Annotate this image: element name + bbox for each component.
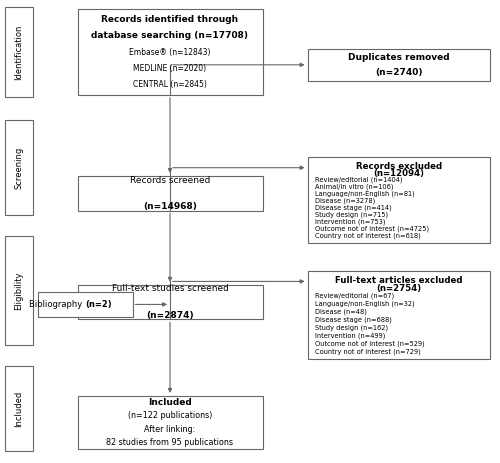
Text: After linking:: After linking: xyxy=(144,425,196,434)
FancyBboxPatch shape xyxy=(5,7,32,97)
Text: Animal/in vitro (n=106): Animal/in vitro (n=106) xyxy=(315,184,394,190)
Text: (n=2874): (n=2874) xyxy=(146,311,194,320)
FancyBboxPatch shape xyxy=(78,285,262,319)
Text: Study design (n=162): Study design (n=162) xyxy=(315,325,388,331)
Text: Study design (n=715): Study design (n=715) xyxy=(315,212,388,219)
Text: Outcome not of interest (n=529): Outcome not of interest (n=529) xyxy=(315,340,424,347)
Text: database searching (n=17708): database searching (n=17708) xyxy=(92,31,248,40)
Text: (n=122 publications): (n=122 publications) xyxy=(128,411,212,420)
Text: Bibliography: Bibliography xyxy=(29,300,85,309)
Text: Language/non-English (n=81): Language/non-English (n=81) xyxy=(315,191,414,197)
Text: Disease stage (n=414): Disease stage (n=414) xyxy=(315,205,392,212)
FancyBboxPatch shape xyxy=(78,396,262,449)
Text: Duplicates removed: Duplicates removed xyxy=(348,53,450,63)
Text: Intervention (n=499): Intervention (n=499) xyxy=(315,332,385,339)
FancyBboxPatch shape xyxy=(5,366,32,451)
Text: (n=2754): (n=2754) xyxy=(376,283,422,293)
Text: Language/non-English (n=32): Language/non-English (n=32) xyxy=(315,300,414,307)
Text: Eligibility: Eligibility xyxy=(14,271,23,310)
Text: Disease (n=3278): Disease (n=3278) xyxy=(315,198,375,204)
Text: Records excluded: Records excluded xyxy=(356,162,442,170)
FancyBboxPatch shape xyxy=(5,236,32,345)
Text: Identification: Identification xyxy=(14,25,23,80)
Text: Disease stage (n=688): Disease stage (n=688) xyxy=(315,316,392,323)
Text: (n=2): (n=2) xyxy=(85,300,112,309)
Text: Included: Included xyxy=(148,398,192,407)
Text: Screening: Screening xyxy=(14,147,23,189)
Text: CENTRAL (n=2845): CENTRAL (n=2845) xyxy=(133,80,207,89)
Text: Full-text articles excluded: Full-text articles excluded xyxy=(335,275,462,285)
FancyBboxPatch shape xyxy=(78,9,262,95)
FancyBboxPatch shape xyxy=(78,176,262,211)
Text: MEDLINE (n=2020): MEDLINE (n=2020) xyxy=(134,64,206,73)
Text: Outcome not of interest (n=4725): Outcome not of interest (n=4725) xyxy=(315,226,429,232)
FancyBboxPatch shape xyxy=(5,120,32,215)
Text: Records identified through: Records identified through xyxy=(102,15,238,24)
Text: 82 studies from 95 publications: 82 studies from 95 publications xyxy=(106,438,234,447)
Text: Included: Included xyxy=(14,390,23,427)
FancyBboxPatch shape xyxy=(308,49,490,81)
Text: (n=2740): (n=2740) xyxy=(375,68,422,77)
Text: (n=14968): (n=14968) xyxy=(143,202,197,211)
Text: Disease (n=48): Disease (n=48) xyxy=(315,308,366,315)
FancyBboxPatch shape xyxy=(38,292,132,317)
Text: Full-text studies screened: Full-text studies screened xyxy=(112,284,228,294)
Text: Country not of interest (n=729): Country not of interest (n=729) xyxy=(315,348,420,355)
Text: Review/editorial (n=1404): Review/editorial (n=1404) xyxy=(315,177,402,183)
FancyBboxPatch shape xyxy=(308,271,490,359)
Text: Intervention (n=753): Intervention (n=753) xyxy=(315,219,386,225)
Text: Records screened: Records screened xyxy=(130,175,210,185)
Text: Review/editorial (n=67): Review/editorial (n=67) xyxy=(315,293,394,299)
FancyBboxPatch shape xyxy=(308,157,490,243)
Text: Embase® (n=12843): Embase® (n=12843) xyxy=(129,48,210,56)
Text: Country not of interest (n=618): Country not of interest (n=618) xyxy=(315,233,420,239)
Text: (n=12094): (n=12094) xyxy=(373,169,424,178)
